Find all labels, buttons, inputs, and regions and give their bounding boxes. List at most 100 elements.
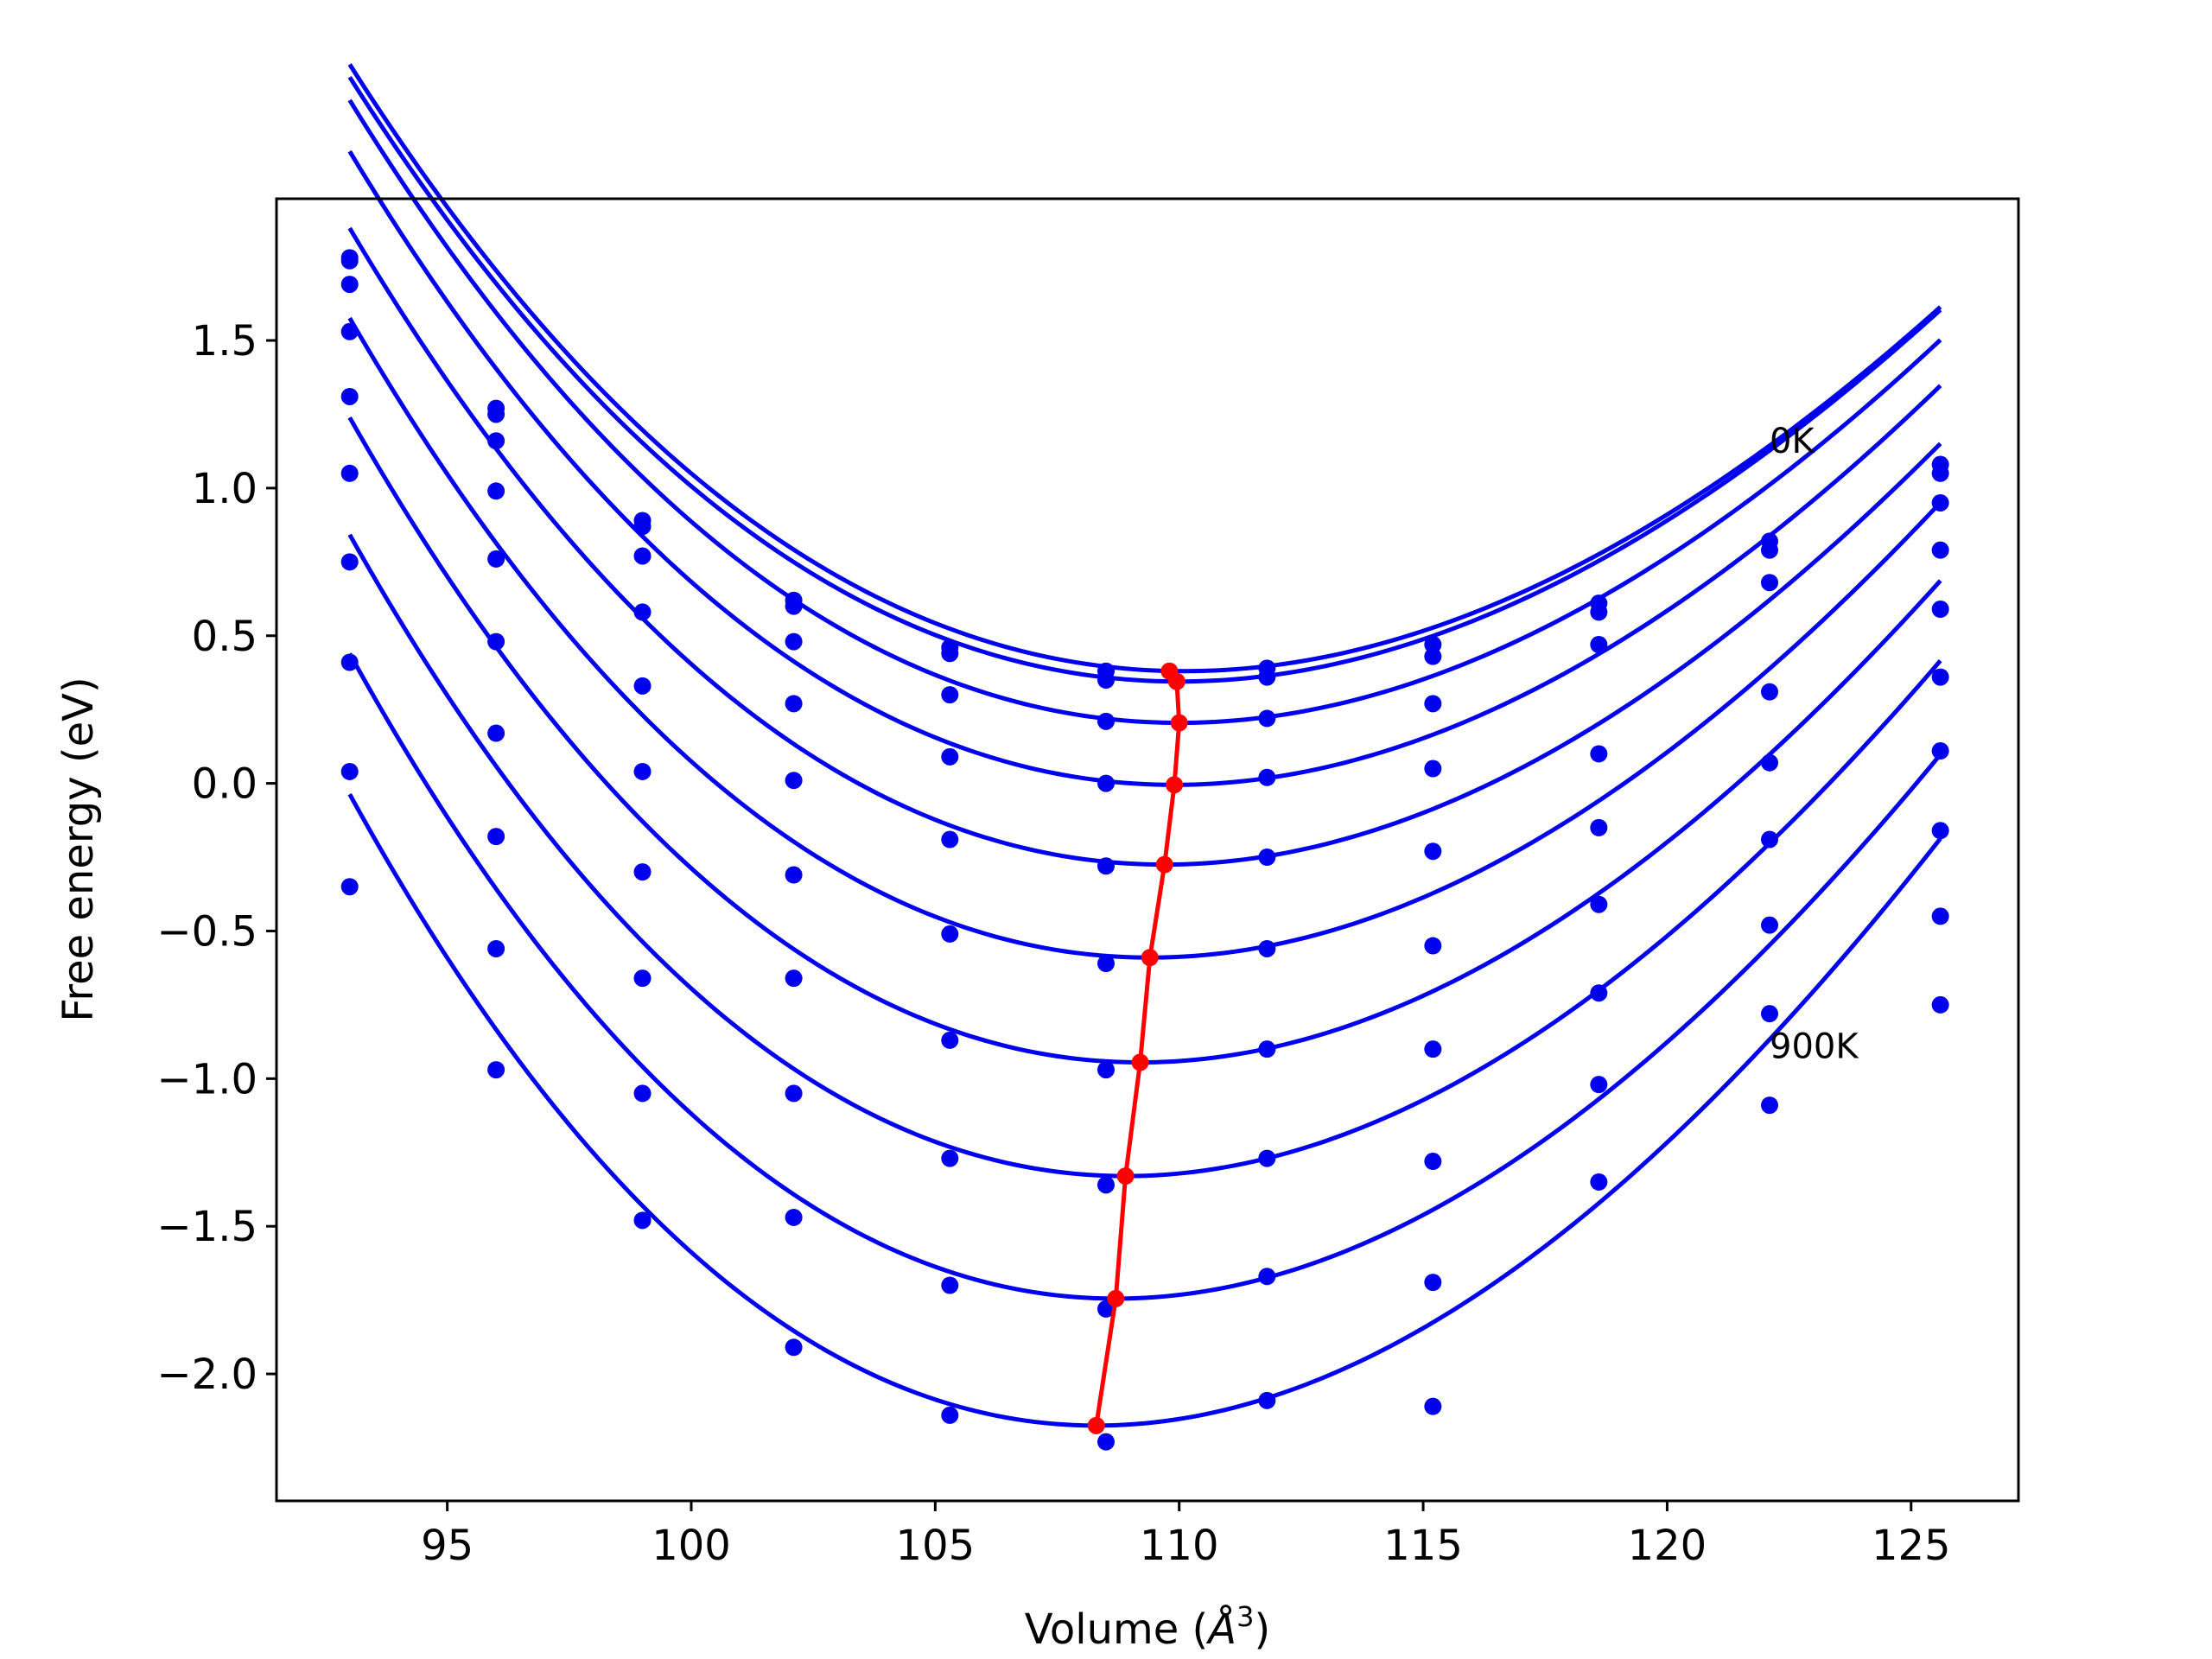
y-tick-label: −1.5 — [156, 1203, 257, 1251]
data-point — [941, 686, 959, 704]
data-point — [340, 276, 359, 294]
data-point — [487, 550, 505, 568]
data-point — [487, 632, 505, 651]
data-point — [1424, 1040, 1442, 1058]
x-axis: 95 100 105 110 115 120 125 — [421, 1501, 1951, 1570]
curve-annotation: 900K — [1770, 1027, 1859, 1066]
data-point — [633, 762, 652, 780]
data-point — [1761, 916, 1778, 934]
y-axis: −2.0 −1.5 −1.0 −0.5 0.0 0.5 1.0 1.5 — [156, 317, 276, 1399]
data-point — [1590, 818, 1608, 836]
minima-point — [1087, 1416, 1105, 1434]
y-axis-title: Free energy (eV) — [54, 677, 103, 1021]
data-point — [1424, 695, 1442, 713]
data-point — [1761, 683, 1778, 701]
plot-content — [340, 63, 1949, 1451]
minima-point — [1107, 1289, 1125, 1307]
data-point — [1258, 668, 1276, 686]
y-tick-label: 0.5 — [192, 613, 257, 661]
data-point — [1590, 895, 1608, 913]
minima-point — [1166, 776, 1184, 794]
data-point — [1590, 1076, 1608, 1094]
data-point — [633, 518, 652, 536]
minima-point — [1167, 672, 1185, 690]
data-point — [1258, 939, 1276, 957]
data-point — [1097, 1176, 1115, 1194]
data-point — [785, 1208, 803, 1226]
data-point — [1258, 1391, 1276, 1409]
fit-curve-3 — [347, 149, 1942, 787]
data-point — [941, 1276, 959, 1294]
data-point — [633, 547, 652, 565]
data-point — [1097, 857, 1115, 875]
data-point — [941, 925, 959, 943]
data-point — [1761, 574, 1778, 592]
data-point — [487, 432, 505, 450]
data-point — [1931, 907, 1949, 925]
data-point — [1761, 1005, 1778, 1023]
x-tick-label: 110 — [1140, 1522, 1219, 1570]
fit-curve-1 — [347, 75, 1942, 684]
data-point — [633, 969, 652, 988]
data-point — [941, 747, 959, 766]
data-point — [1258, 1149, 1276, 1167]
data-point — [340, 653, 359, 671]
data-point — [1761, 753, 1778, 772]
x-tick-label: 95 — [421, 1522, 474, 1570]
y-tick-label: −1.0 — [156, 1055, 257, 1103]
annotations: 0K 900K — [1770, 422, 1859, 1067]
y-tick-label: 1.5 — [192, 317, 257, 365]
data-point — [1590, 603, 1608, 621]
data-point — [785, 772, 803, 790]
plot-frame — [275, 197, 2020, 1503]
data-point — [1424, 1274, 1442, 1292]
data-point — [487, 405, 505, 423]
data-point — [1590, 1173, 1608, 1191]
x-axis-title: Volume (Å3) — [1025, 1600, 1270, 1654]
data-point — [1931, 541, 1949, 559]
minima-line — [1094, 670, 1182, 1427]
fit-curve-0 — [347, 63, 1942, 674]
data-point — [785, 1084, 803, 1103]
data-point — [941, 645, 959, 663]
y-tick-label: 1.0 — [192, 465, 257, 513]
data-point — [785, 632, 803, 651]
data-point — [1931, 668, 1949, 686]
fit-curve-4 — [347, 226, 1942, 868]
x-tick-label: 125 — [1872, 1522, 1951, 1570]
data-point — [633, 677, 652, 695]
minima-point — [1141, 949, 1159, 967]
data-point — [1097, 955, 1115, 973]
data-point — [785, 695, 803, 713]
data-point — [941, 1149, 959, 1167]
x-tick-label: 100 — [652, 1522, 731, 1570]
data-point — [1931, 742, 1949, 760]
data-point — [1931, 493, 1949, 512]
data-point — [1761, 541, 1778, 559]
data-point — [1590, 745, 1608, 763]
data-point — [1761, 830, 1778, 849]
data-point — [340, 251, 359, 270]
x-tick-label: 115 — [1383, 1522, 1463, 1570]
curve-annotation: 0K — [1770, 422, 1815, 461]
data-point — [1424, 1153, 1442, 1171]
data-point — [785, 969, 803, 988]
data-point — [1931, 995, 1949, 1014]
data-point — [340, 322, 359, 340]
data-point — [1258, 1268, 1276, 1286]
data-point — [941, 1406, 959, 1424]
data-point — [1931, 822, 1949, 840]
data-point — [941, 830, 959, 849]
fit-curve-2 — [347, 99, 1942, 726]
data-point — [1258, 709, 1276, 728]
minima-point — [1170, 714, 1188, 732]
data-point — [1097, 712, 1115, 730]
minima-point — [1155, 855, 1173, 874]
data-point — [487, 828, 505, 846]
x-tick-label: 120 — [1628, 1522, 1707, 1570]
data-point — [1424, 842, 1442, 861]
data-point — [1258, 849, 1276, 867]
y-tick-label: −0.5 — [156, 907, 257, 956]
